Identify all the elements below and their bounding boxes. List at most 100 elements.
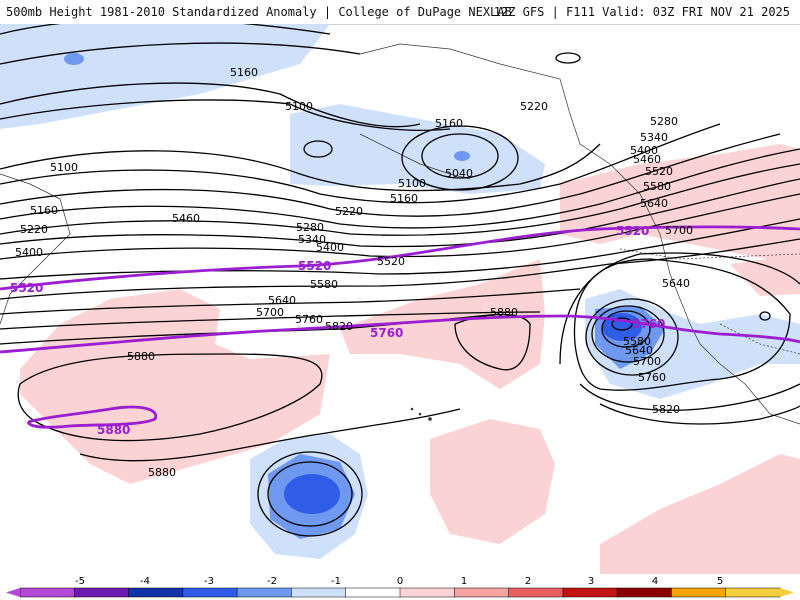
contour-line (0, 163, 800, 236)
contour-line (579, 383, 800, 411)
highlight-contours (0, 225, 800, 429)
contour-line (0, 288, 581, 315)
highlight-labels: 5520 5520 5520 5760 5760 5880 (10, 224, 665, 437)
contour-line (0, 133, 781, 217)
highlight-label: 5760 (632, 317, 665, 331)
coastlines (0, 43, 800, 425)
contour-label: 5100 (398, 177, 426, 190)
pos-anomaly-coast (560, 144, 800, 264)
neg-anomaly-northwest (0, 24, 330, 129)
highlight-label: 5520 (298, 259, 331, 273)
anomaly-legend: -5 -4 -3 -2 -1 0 1 2 3 4 5 (6, 576, 794, 598)
neg-anomaly-nw-core (64, 53, 84, 65)
alaska-low-contour (303, 140, 333, 158)
contour-5760 (0, 314, 800, 354)
contour-label: 5520 (645, 165, 673, 178)
legend-swatch (616, 587, 673, 598)
legend-left-arrow (6, 588, 20, 597)
contour-label: 5640 (640, 197, 668, 210)
legend-right-arrow (780, 588, 794, 597)
legend-tick-label: -1 (331, 576, 341, 587)
legend-tick-label: 0 (397, 576, 403, 587)
contour-label: 5880 (148, 466, 176, 479)
contour-label: 5640 (268, 294, 296, 307)
legend-tick-label: -4 (140, 576, 150, 587)
contour-label: 5160 (390, 192, 418, 205)
california-low-contour (585, 298, 679, 376)
legend-tick-label: 2 (525, 576, 531, 587)
contour-label: 5640 (662, 277, 690, 290)
legend-tick-label: 4 (652, 576, 658, 587)
legend-swatch (128, 587, 184, 598)
legend-tick-labels: -5 -4 -3 -2 -1 0 1 2 3 4 5 (75, 576, 723, 587)
contour-line (599, 403, 800, 425)
contour-line (0, 143, 601, 192)
contour-label: 5400 (316, 241, 344, 254)
legend-swatch (399, 587, 456, 598)
alaska-coastline (359, 43, 800, 425)
contour-label: 5220 (520, 100, 548, 113)
contour-label: 5280 (296, 221, 324, 234)
contour-label: 5280 (650, 115, 678, 128)
contour-line (0, 148, 800, 229)
asia-coastline (0, 173, 71, 325)
contour-line (0, 311, 541, 330)
legend-tick-label: 1 (461, 576, 467, 587)
contour-line (0, 218, 800, 280)
alaska-low-contour (421, 133, 499, 179)
alaska-low-contour (401, 125, 519, 191)
contour-line (0, 24, 331, 35)
contour-line (0, 193, 800, 260)
contour-label: 5880 (490, 306, 518, 319)
contour-line (0, 123, 721, 204)
contour-label: 5580 (623, 335, 651, 348)
contour-line (454, 313, 531, 371)
aleutian-chain (359, 133, 471, 180)
legend-swatch (19, 587, 76, 598)
contour-label: 5640 (625, 344, 653, 357)
california-low-contour (591, 305, 665, 363)
contour-label: 5160 (230, 66, 258, 79)
subtropical-low-contour (267, 461, 353, 527)
legend-swatch (291, 587, 347, 598)
run-info: 12Z GFS | F111 Valid: 03Z FRI NOV 21 202… (493, 5, 790, 19)
contour-label: 5700 (256, 306, 284, 319)
pos-anomaly-southeast (600, 454, 800, 574)
contour-label: 5880 (127, 350, 155, 363)
hawaii-islands (410, 407, 432, 421)
contour-label: 5340 (298, 233, 326, 246)
highlight-label: 5520 (616, 224, 649, 238)
legend-colorbar (6, 587, 794, 598)
neg-anomaly-alaska-core (454, 151, 470, 161)
contour-label: 5100 (285, 100, 313, 113)
pos-anomaly-hawaii-south (430, 419, 555, 544)
california-low-contour (611, 317, 633, 331)
contour-label: 5760 (295, 313, 323, 326)
mexico-border (719, 323, 800, 355)
contour-label: 5460 (633, 153, 661, 166)
highlight-label: 5520 (10, 281, 43, 295)
contour-line (559, 252, 800, 365)
neg-anomaly-alaska-low (290, 104, 545, 194)
legend-tick-label: -5 (75, 576, 85, 587)
legend-swatch (345, 587, 401, 598)
contour-line (0, 99, 451, 131)
title-bar: 500mb Height 1981-2010 Standardized Anom… (0, 0, 800, 25)
contour-label: 5340 (640, 131, 668, 144)
anomaly-map: 5160 5100 5100 5160 5040 5100 5160 5220 … (0, 24, 800, 574)
contour-5880 (26, 405, 158, 429)
legend-swatch (725, 587, 781, 598)
legend-swatch (74, 587, 130, 598)
mexico-contour (759, 311, 771, 321)
legend-swatch (454, 587, 510, 598)
contour-line (0, 42, 361, 65)
height-contours (0, 24, 800, 537)
contour-label: 5040 (445, 167, 473, 180)
legend-tick-label: 3 (588, 576, 594, 587)
legend-swatch (182, 587, 238, 598)
legend-swatch (508, 587, 564, 598)
contour-label: 5400 (15, 246, 43, 259)
contour-label: 5220 (20, 223, 48, 236)
contour-label: 5820 (325, 320, 353, 333)
highlight-label: 5760 (370, 326, 403, 340)
